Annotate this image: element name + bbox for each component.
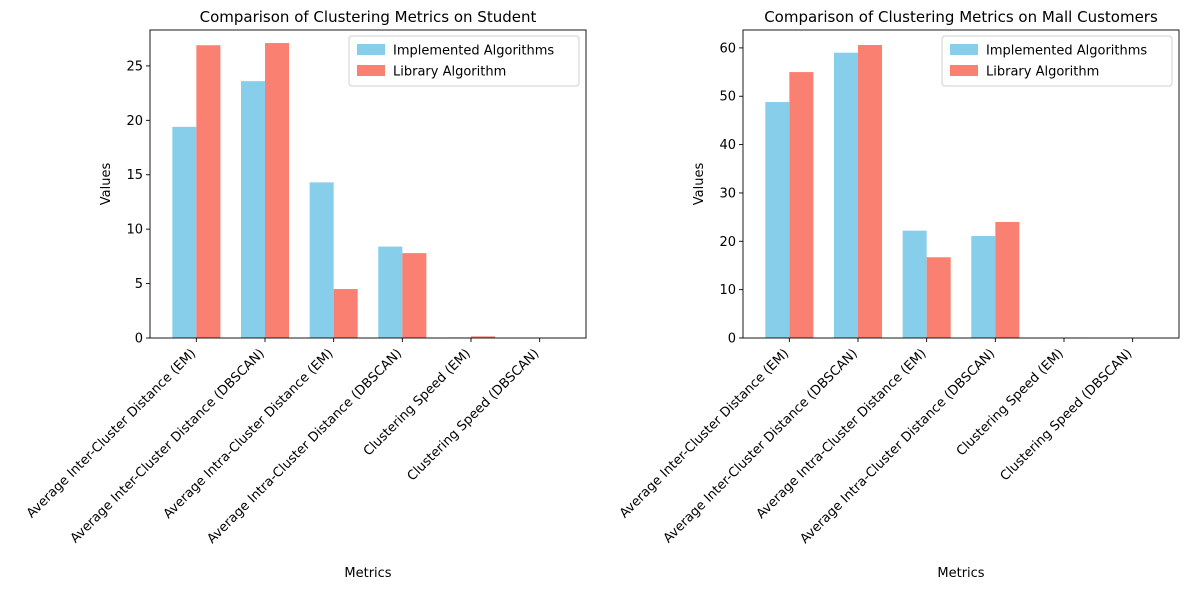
y-tick-label: 20	[719, 235, 736, 250]
legend-label: Implemented Algorithms	[393, 44, 554, 59]
y-tick-label: 30	[719, 186, 736, 201]
bar-library-1	[789, 72, 814, 339]
chart-panel-1: Comparison of Clustering Metrics on Stud…	[24, 8, 587, 581]
y-tick-label: 0	[135, 332, 143, 347]
bar-library-2	[858, 44, 883, 338]
y-tick-label: 0	[728, 332, 736, 347]
y-tick-label: 25	[126, 59, 143, 74]
bar-implemented-3	[902, 230, 927, 338]
bar-implemented-2	[240, 81, 266, 338]
legend: Implemented Algorithms Library Algorithm	[941, 35, 1173, 87]
y-tick-label: 20	[126, 114, 143, 129]
x-axis-label: Metrics	[937, 566, 984, 581]
chart-panel-2: Comparison of Clustering Metrics on Mall…	[617, 8, 1180, 581]
bar-implemented-2	[833, 52, 859, 338]
bar-library-4	[402, 253, 427, 338]
legend-label: Implemented Algorithms	[986, 44, 1147, 59]
legend: Implemented Algorithms Library Algorithm	[348, 35, 580, 87]
legend-swatch	[357, 65, 385, 76]
y-tick-label: 60	[719, 41, 736, 56]
axes-frame	[742, 29, 1180, 339]
chart-title: Comparison of Clustering Metrics on Mall…	[764, 8, 1158, 26]
y-tick-label: 10	[719, 283, 736, 298]
bar-library-2	[265, 43, 290, 339]
chart-title: Comparison of Clustering Metrics on Stud…	[200, 8, 537, 26]
y-tick-label: 5	[135, 277, 143, 292]
y-axis-label: Values	[99, 163, 114, 206]
legend-swatch	[950, 44, 978, 55]
bar-library-3	[926, 257, 951, 338]
bar-implemented-1	[172, 126, 197, 339]
x-tick-label: Clustering Speed (DBSCAN)	[998, 346, 1136, 484]
legend-box	[348, 35, 580, 87]
bar-implemented-3	[309, 182, 334, 338]
bar-implemented-4	[378, 246, 403, 338]
bar-library-4	[995, 221, 1020, 338]
y-tick-label: 10	[126, 223, 143, 238]
x-axis-label: Metrics	[344, 566, 391, 581]
bar-library-3	[333, 289, 358, 338]
bar-implemented-4	[971, 235, 996, 338]
bar-library-1	[196, 45, 221, 338]
legend-label: Library Algorithm	[986, 65, 1099, 80]
y-axis-label: Values	[692, 163, 707, 206]
legend-box	[941, 35, 1173, 87]
legend-swatch	[357, 44, 385, 55]
y-tick-label: 40	[719, 138, 736, 153]
y-tick-label: 15	[126, 168, 143, 183]
legend-label: Library Algorithm	[393, 65, 506, 80]
axes-frame	[149, 29, 587, 339]
y-tick-label: 50	[719, 90, 736, 105]
x-tick-label: Clustering Speed (DBSCAN)	[405, 346, 543, 484]
bar-implemented-1	[765, 102, 790, 339]
bar-library-5	[470, 336, 496, 338]
legend-swatch	[950, 65, 978, 76]
